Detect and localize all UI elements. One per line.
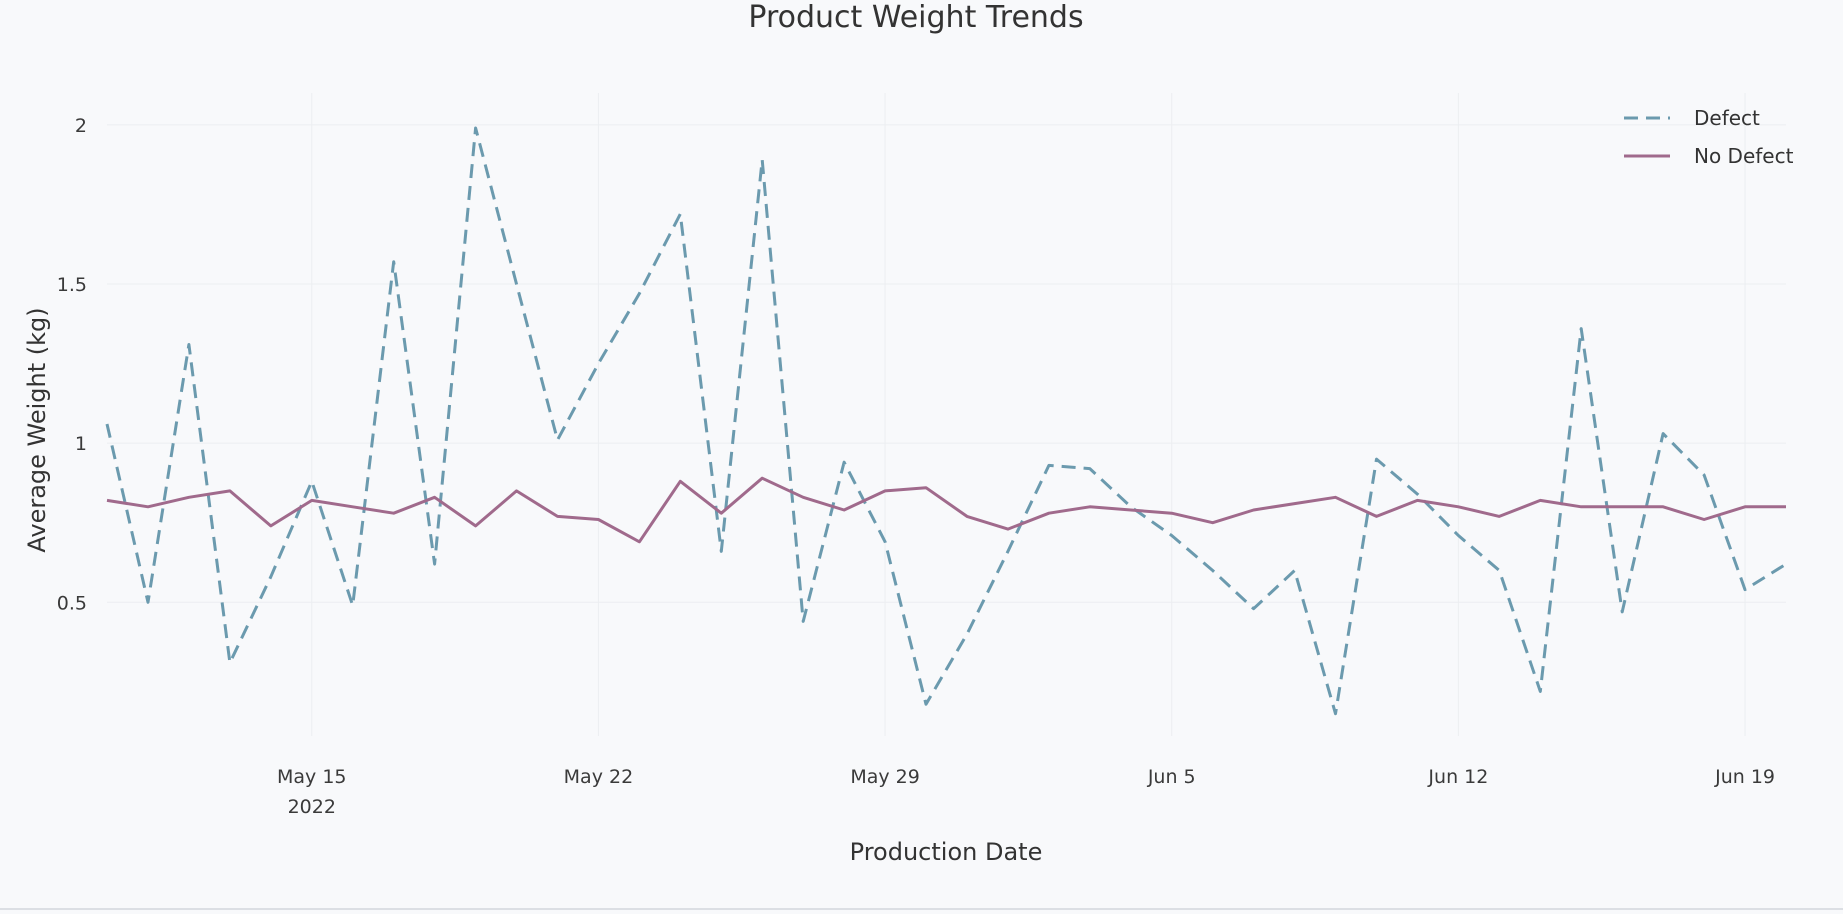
gridlines [107,93,1786,736]
x-tick-label: May 15 [277,766,347,788]
x-axis-ticks: May 15 2022 May 22 May 29 Jun 5 Jun 12 Jun 19 [277,766,1775,818]
x-tick-label: Jun 12 [1427,766,1488,788]
y-tick-label: 0.5 [57,592,87,614]
x-tick-label: Jun 5 [1147,766,1196,788]
series-lines [105,126,1787,716]
series-line-no-defect [106,476,1786,544]
x-tick-year-label: 2022 [288,796,336,818]
y-tick-label: 1.5 [57,274,87,296]
x-tick-label: Jun 19 [1714,766,1775,788]
y-axis-ticks: 0.5 1 1.5 2 [57,115,87,614]
x-axis-label: Production Date [850,838,1043,866]
series-line-defect [105,126,1787,716]
x-tick-label: May 22 [564,766,634,788]
chart-title: Product Weight Trends [748,0,1083,35]
y-tick-label: 2 [75,115,87,137]
y-tick-label: 1 [75,433,87,455]
legend-label: No Defect [1694,144,1794,168]
x-tick-label: May 29 [850,766,920,788]
legend[interactable]: Defect No Defect [1624,106,1794,168]
legend-label: Defect [1694,106,1760,130]
y-axis-label: Average Weight (kg) [23,307,51,552]
